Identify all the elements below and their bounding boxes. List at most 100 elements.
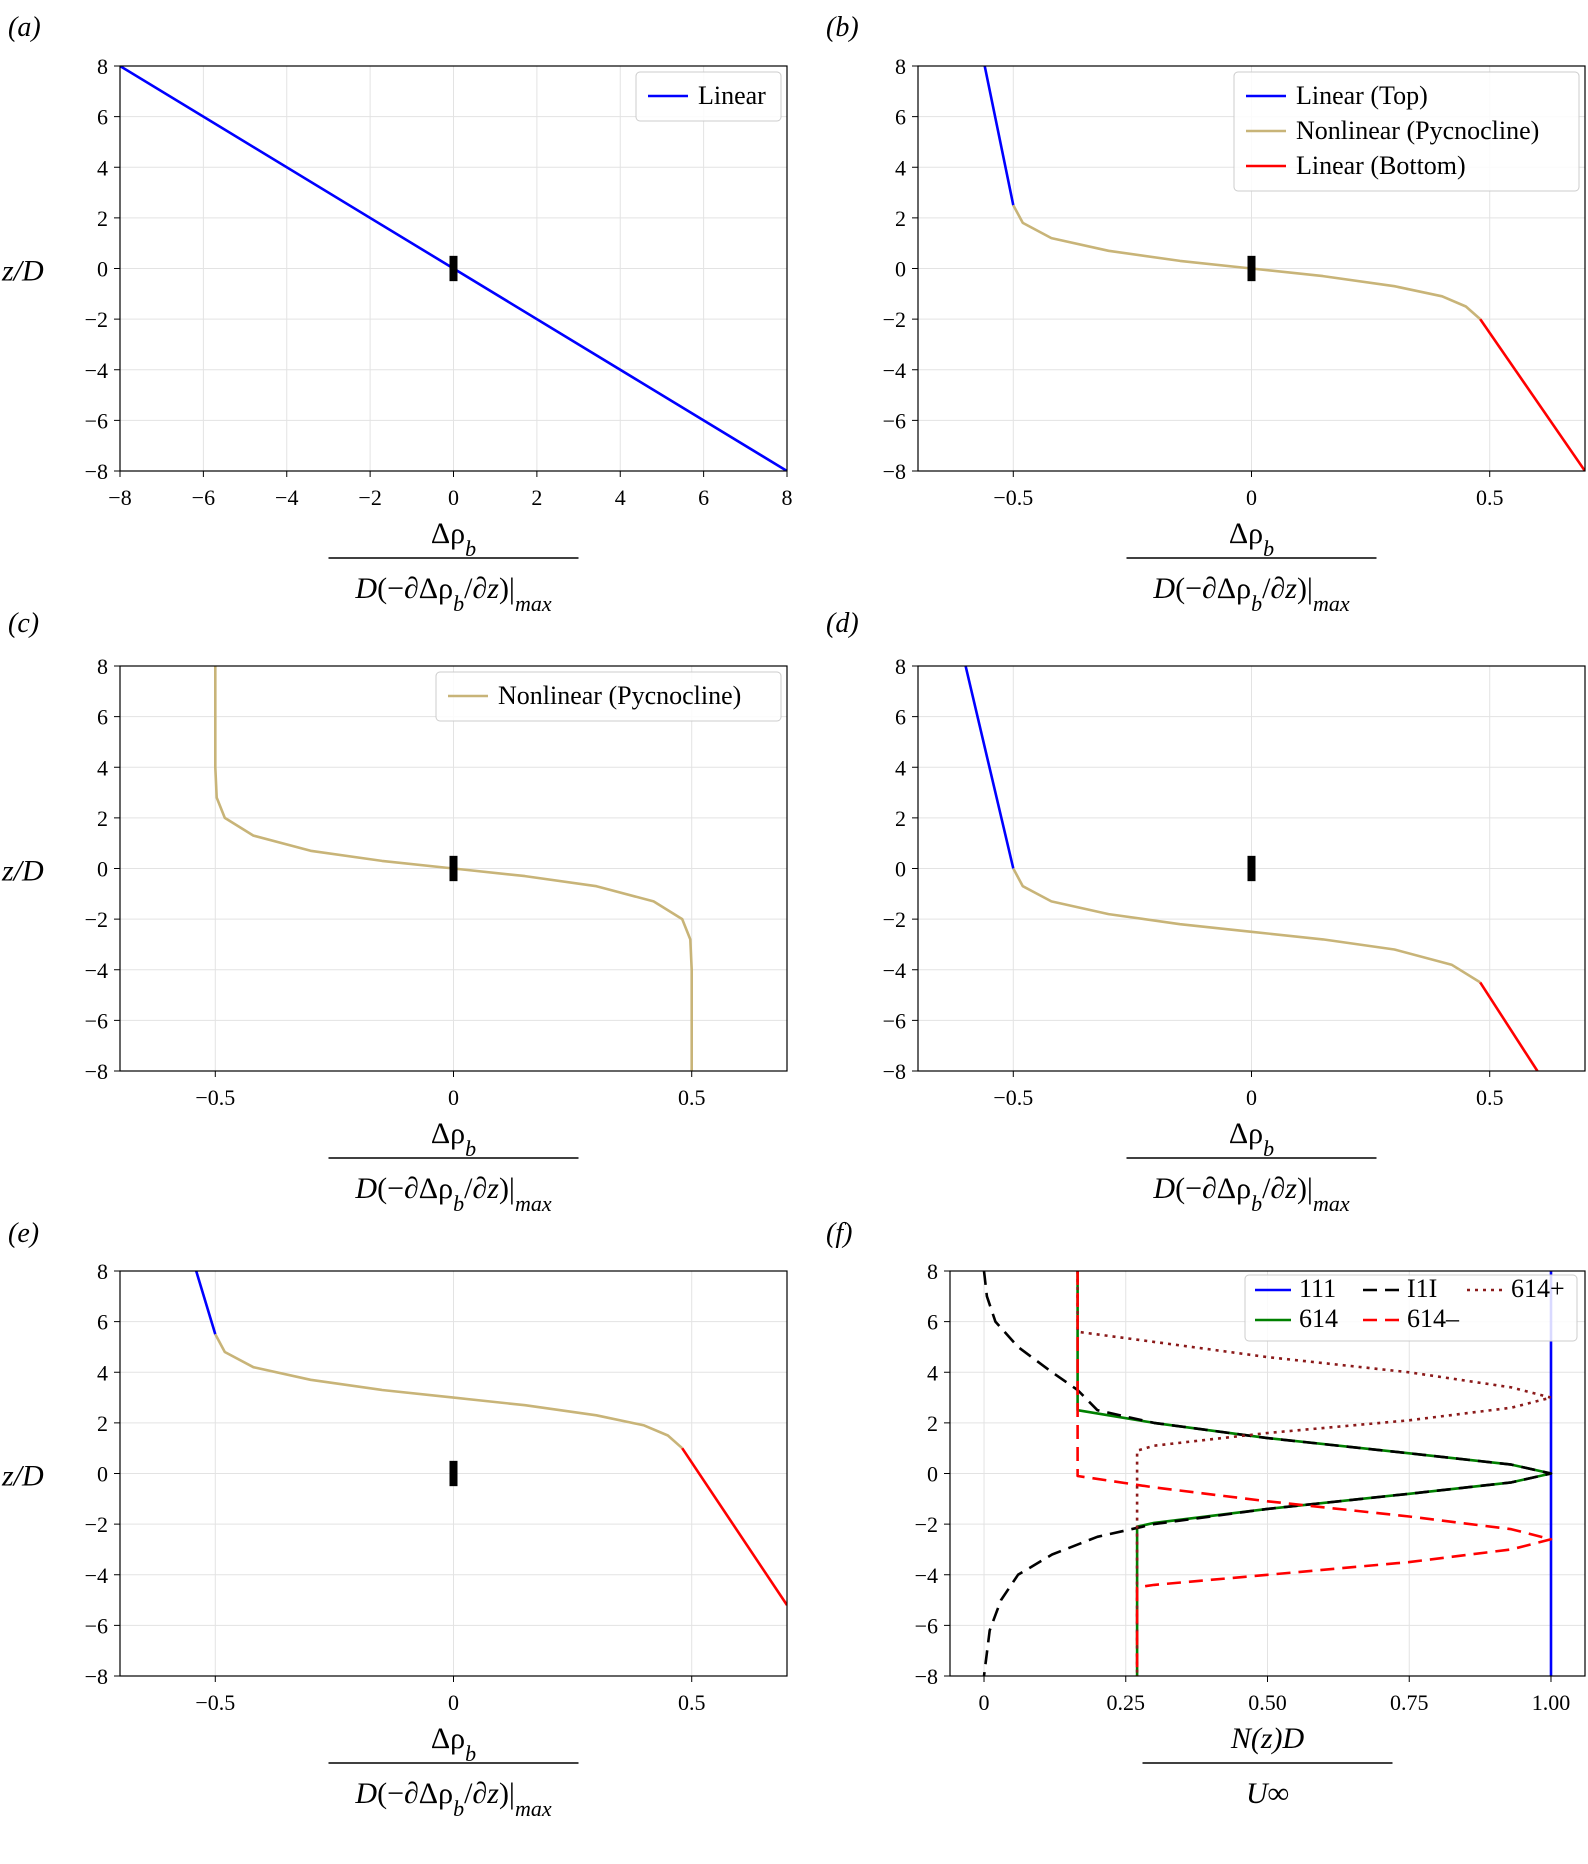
x-tick-label: 0 bbox=[979, 1690, 990, 1715]
legend-box bbox=[1244, 1274, 1578, 1342]
x-tick-label: 0.5 bbox=[678, 1085, 706, 1110]
series-line-linear-bottom- bbox=[1479, 318, 1585, 471]
x-tick-label: 0.5 bbox=[678, 1690, 706, 1715]
y-tick-label: 0 bbox=[97, 857, 108, 882]
y-tick-label: −2 bbox=[85, 307, 108, 332]
y-tick-label: −8 bbox=[85, 1664, 108, 1689]
y-tick-label: −8 bbox=[883, 1059, 906, 1084]
y-tick-label: 4 bbox=[895, 755, 906, 780]
y-tick-label: 2 bbox=[927, 1411, 938, 1436]
xlabel-denominator: U∞ bbox=[1246, 1777, 1289, 1810]
x-tick-label: 4 bbox=[615, 485, 626, 510]
x-tick-label: 0 bbox=[1246, 485, 1257, 510]
panel-e: (e) −0.5 0 0.5 8 6 4 2 0 −2 −4 −6 −8 z/D Δρb D(−∂Δρb/∂z… bbox=[1, 1218, 788, 1821]
panel-c: (c) −0.5 0 0.5 8 6 4 2 0 −2 −4 −6 −8 z/D Δρb D(−∂Δρb/∂z… bbox=[1, 608, 788, 1216]
panel-label: (f) bbox=[826, 1218, 852, 1249]
x-tick-label: −0.5 bbox=[993, 1085, 1033, 1110]
x-tick-label: 0 bbox=[448, 1085, 459, 1110]
x-tick-label: 0.50 bbox=[1248, 1690, 1287, 1715]
y-axis-label: z/D bbox=[1, 255, 44, 288]
y-tick-label: 0 bbox=[927, 1462, 938, 1487]
panel-label: (d) bbox=[826, 608, 859, 639]
x-tick-label: −0.5 bbox=[195, 1085, 235, 1110]
y-tick-label: 6 bbox=[97, 105, 108, 130]
legend-label: 111 bbox=[1299, 1274, 1336, 1303]
series-line-614- bbox=[1076, 1271, 1553, 1676]
y-tick-label: 0 bbox=[895, 257, 906, 282]
y-tick-label: −6 bbox=[883, 408, 906, 433]
y-tick-label: 2 bbox=[97, 206, 108, 231]
series-group bbox=[194, 1271, 787, 1606]
series-group bbox=[964, 666, 1539, 1071]
y-tick-label: 8 bbox=[97, 1259, 108, 1284]
legend-label: Linear (Top) bbox=[1296, 81, 1428, 110]
legend-label: 614– bbox=[1407, 1304, 1460, 1333]
panel-label: (c) bbox=[8, 608, 39, 639]
y-tick-label: −6 bbox=[85, 408, 108, 433]
series-line-i1i bbox=[982, 1271, 1553, 1676]
y-tick-label: 4 bbox=[97, 155, 108, 180]
y-tick-label: −8 bbox=[85, 459, 108, 484]
xlabel-denominator: D(−∂Δρb/∂z)|max bbox=[354, 572, 551, 616]
panel-label: (a) bbox=[8, 12, 41, 43]
legend-box bbox=[635, 71, 782, 122]
y-tick-label: −6 bbox=[85, 1008, 108, 1033]
y-tick-label: 2 bbox=[97, 806, 108, 831]
series-line-nonlinear-pycnocline- bbox=[1012, 867, 1481, 984]
xlabel-numerator: Δρb bbox=[431, 1117, 476, 1161]
y-tick-label: −4 bbox=[85, 958, 108, 983]
x-tick-label: 0.5 bbox=[1476, 485, 1504, 510]
y-tick-label: 4 bbox=[97, 1360, 108, 1385]
y-tick-label: −6 bbox=[85, 1613, 108, 1638]
x-tick-label: −4 bbox=[275, 485, 298, 510]
series-line-linear-bottom- bbox=[681, 1447, 787, 1606]
xlabel-denominator: D(−∂Δρb/∂z)|max bbox=[1152, 1172, 1349, 1216]
series-line-linear-top- bbox=[194, 1271, 217, 1335]
x-tick-label: 0 bbox=[448, 1690, 459, 1715]
y-tick-label: 4 bbox=[927, 1360, 938, 1385]
x-tick-label: 0 bbox=[1246, 1085, 1257, 1110]
x-tick-label: 0.5 bbox=[1476, 1085, 1504, 1110]
x-tick-label: 6 bbox=[698, 485, 709, 510]
x-tick-label: −2 bbox=[358, 485, 381, 510]
y-tick-label: −4 bbox=[883, 358, 906, 383]
y-tick-label: −6 bbox=[915, 1613, 938, 1638]
x-tick-label: 8 bbox=[782, 485, 793, 510]
x-tick-label: 0.75 bbox=[1390, 1690, 1429, 1715]
legend: Nonlinear (Pycnocline) bbox=[435, 671, 782, 722]
legend: Linear bbox=[635, 71, 782, 122]
xlabel-denominator: D(−∂Δρb/∂z)|max bbox=[354, 1777, 551, 1821]
legend-label: Nonlinear (Pycnocline) bbox=[1296, 116, 1539, 145]
y-tick-label: 0 bbox=[97, 257, 108, 282]
legend-label: 614 bbox=[1299, 1304, 1338, 1333]
x-tick-label: 1.00 bbox=[1532, 1690, 1571, 1715]
series-line-nonlinear-pycnocline- bbox=[214, 1333, 684, 1450]
xlabel-numerator: Δρb bbox=[431, 1722, 476, 1766]
y-tick-label: −4 bbox=[85, 358, 108, 383]
y-tick-label: 6 bbox=[895, 705, 906, 730]
y-tick-label: 6 bbox=[895, 105, 906, 130]
y-tick-label: −2 bbox=[883, 307, 906, 332]
y-tick-label: 8 bbox=[927, 1259, 938, 1284]
y-tick-label: −2 bbox=[85, 907, 108, 932]
series-line-linear-top- bbox=[964, 666, 1015, 869]
y-tick-label: −6 bbox=[883, 1008, 906, 1033]
legend-box bbox=[435, 671, 782, 722]
y-tick-label: 4 bbox=[97, 755, 108, 780]
x-tick-label: 0.25 bbox=[1107, 1690, 1146, 1715]
y-tick-label: 8 bbox=[895, 654, 906, 679]
x-tick-label: 2 bbox=[531, 485, 542, 510]
xlabel-denominator: D(−∂Δρb/∂z)|max bbox=[354, 1172, 551, 1216]
y-tick-label: −4 bbox=[883, 958, 906, 983]
y-tick-label: 6 bbox=[927, 1310, 938, 1335]
y-tick-label: 6 bbox=[97, 1310, 108, 1335]
xlabel-numerator: Δρb bbox=[1229, 1117, 1274, 1161]
xlabel-numerator: Δρb bbox=[431, 517, 476, 561]
y-tick-label: 0 bbox=[895, 857, 906, 882]
y-tick-label: −4 bbox=[85, 1563, 108, 1588]
y-tick-label: −2 bbox=[85, 1512, 108, 1537]
x-tick-label: −6 bbox=[192, 485, 215, 510]
y-tick-label: 0 bbox=[97, 1462, 108, 1487]
y-tick-label: −8 bbox=[883, 459, 906, 484]
